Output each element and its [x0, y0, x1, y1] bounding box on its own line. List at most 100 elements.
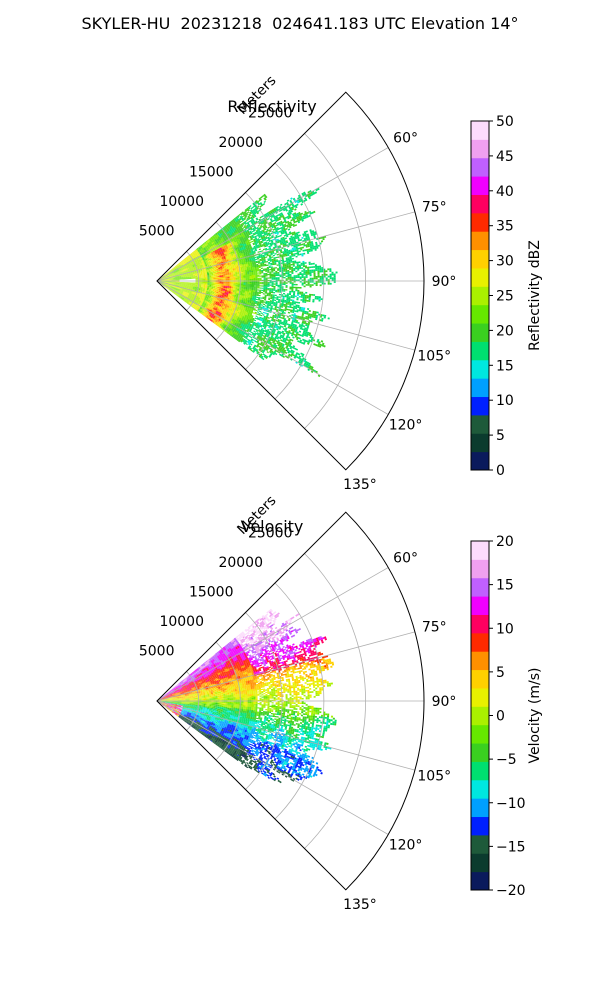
- data-cell: [237, 230, 241, 233]
- data-cell: [245, 286, 248, 288]
- data-cell: [221, 276, 224, 278]
- data-cell: [207, 283, 210, 284]
- data-cell: [207, 278, 210, 280]
- data-cell: [285, 282, 288, 284]
- data-cell: [205, 250, 208, 253]
- data-cell: [167, 272, 169, 274]
- data-cell: [216, 242, 220, 245]
- data-cell: [233, 217, 236, 220]
- data-cell: [187, 256, 190, 259]
- data-cell: [249, 285, 252, 287]
- data-cell: [257, 272, 260, 274]
- data-cell: [182, 262, 184, 264]
- data-cell: [202, 254, 205, 256]
- data-cell: [243, 211, 247, 214]
- data-cell: [289, 203, 292, 207]
- data-cell: [215, 282, 218, 283]
- data-cell: [167, 272, 170, 275]
- data-cell: [236, 221, 239, 224]
- data-cell: [247, 215, 250, 218]
- data-cell: [246, 208, 250, 211]
- data-cell: [299, 286, 302, 289]
- data-cell: [263, 285, 266, 287]
- data-cell: [307, 269, 310, 272]
- data-cell: [285, 268, 288, 271]
- data-cell: [317, 275, 320, 278]
- data-cell: [203, 243, 206, 246]
- data-cell: [186, 261, 189, 264]
- data-cell: [319, 267, 322, 270]
- data-cell: [208, 244, 211, 247]
- data-cell: [307, 268, 310, 270]
- data-cell: [225, 282, 228, 284]
- data-cell: [210, 243, 213, 245]
- data-cell: [199, 253, 202, 255]
- data-cell: [170, 271, 173, 273]
- data-cell: [305, 273, 308, 275]
- data-cell: [225, 241, 228, 244]
- data-cell: [255, 271, 258, 273]
- data-cell: [209, 279, 212, 281]
- data-cell: [255, 258, 258, 261]
- data-cell: [253, 207, 257, 211]
- data-cell: [272, 267, 275, 269]
- data-cell: [243, 285, 246, 287]
- data-cell: [232, 218, 235, 221]
- data-cell: [261, 285, 264, 287]
- data-cell: [268, 211, 271, 214]
- data-cell: [286, 265, 289, 268]
- data-cell: [247, 272, 250, 274]
- data-cell: [225, 284, 228, 286]
- data-cell: [243, 217, 246, 220]
- data-cell: [173, 267, 175, 269]
- data-cell: [237, 275, 240, 277]
- data-cell: [229, 282, 232, 284]
- data-cell: [232, 222, 235, 225]
- data-cell: [168, 271, 171, 273]
- data-cell: [248, 213, 251, 216]
- data-cell: [237, 281, 240, 283]
- data-cell: [255, 273, 258, 275]
- data-cell: [255, 284, 258, 286]
- data-cell: [229, 278, 232, 280]
- data-cell: [169, 269, 172, 271]
- data-cell: [165, 273, 168, 275]
- data-cell: [252, 223, 255, 226]
- data-cell: [223, 282, 226, 284]
- data-cell: [231, 285, 234, 287]
- data-cell: [219, 282, 222, 284]
- data-cell: [243, 281, 246, 283]
- data-cell: [249, 278, 252, 280]
- data-cell: [292, 263, 295, 266]
- data-cell: [261, 215, 264, 218]
- data-cell: [247, 279, 250, 281]
- data-cell: [235, 226, 238, 229]
- data-cell: [190, 253, 193, 255]
- data-cell: [276, 205, 280, 209]
- data-cell: [207, 245, 210, 248]
- data-cell: [231, 278, 234, 280]
- data-cell: [213, 237, 216, 239]
- data-cell: [199, 256, 202, 258]
- data-cell: [284, 202, 287, 206]
- data-cell: [208, 247, 211, 250]
- data-cell: [255, 278, 258, 280]
- data-cell: [218, 237, 221, 240]
- data-cell: [225, 237, 228, 240]
- data-cell: [253, 274, 256, 276]
- data-cell: [187, 259, 190, 261]
- data-cell: [195, 250, 198, 253]
- data-cell: [195, 250, 198, 253]
- data-cell: [259, 278, 262, 280]
- data-cell: [172, 269, 175, 272]
- data-cell: [176, 268, 178, 270]
- data-cell: [212, 235, 215, 238]
- data-cell: [313, 274, 316, 277]
- data-cell: [237, 283, 240, 285]
- data-cell: [216, 231, 219, 234]
- data-cell: [245, 227, 248, 230]
- data-cell: [251, 211, 254, 214]
- data-cell: [201, 255, 204, 257]
- data-cell: [275, 290, 278, 293]
- data-cell: [237, 234, 240, 237]
